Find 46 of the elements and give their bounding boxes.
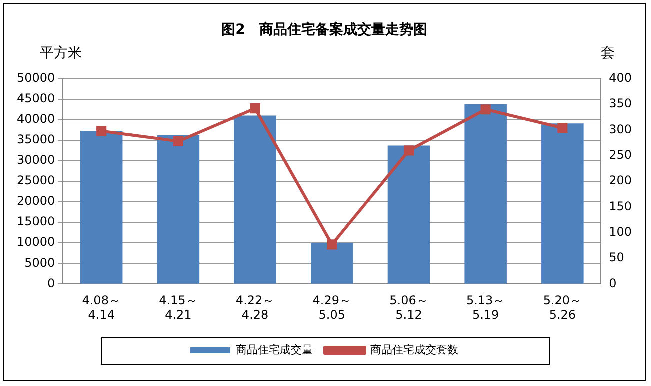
y2-tick-label: 0	[609, 276, 617, 290]
bar	[464, 104, 507, 284]
point	[250, 104, 260, 114]
point	[96, 126, 107, 136]
y-tick-label: 20000	[16, 194, 56, 208]
y2-tick-label: 400	[609, 70, 632, 85]
bar	[234, 116, 276, 284]
y-tick-label: 45000	[16, 91, 56, 106]
y-tick-label: 5000	[24, 256, 56, 270]
x-tick-label: 5.06～ 5.12	[390, 294, 428, 322]
bar	[542, 124, 584, 284]
point	[480, 104, 491, 115]
y2-tick-label: 250	[609, 148, 632, 162]
x-tick-label: 4.29～ 5.05	[312, 294, 352, 322]
point	[558, 123, 568, 134]
y2-tick-label: 100	[609, 224, 632, 239]
point	[327, 240, 338, 250]
point	[404, 146, 414, 156]
y-tick-label: 25000	[16, 174, 56, 188]
legend-label: 商品住宅成交套数	[370, 343, 458, 356]
x-tick-label: 4.22～ 4.28	[236, 294, 275, 322]
y2-tick-label: 350	[609, 96, 632, 111]
y2-tick-label: 50	[609, 250, 624, 265]
y2-tick-label: 300	[609, 122, 632, 136]
y-tick-label: 35000	[16, 132, 56, 147]
y-tick-label: 15000	[16, 214, 56, 229]
y2-axis-title: 套	[601, 45, 615, 62]
y2-tick-label: 150	[609, 199, 632, 214]
y-tick-label: 50000	[16, 70, 56, 85]
x-tick-label: 4.15～ 4.21	[159, 294, 198, 322]
chart-title: 图2 商品住宅备案成交量走势图	[222, 21, 428, 38]
x-tick-label: 5.20～ 5.26	[543, 294, 582, 322]
bar	[311, 243, 354, 284]
bar	[157, 135, 200, 284]
y-tick-label: 40000	[16, 112, 56, 126]
x-tick-label: 5.13～ 5.19	[466, 294, 506, 322]
x-tick-label: 4.08～ 4.14	[82, 294, 121, 322]
y-tick-label: 0	[48, 276, 56, 290]
y-tick-label: 30000	[16, 153, 56, 168]
bar	[80, 130, 123, 284]
y-axis-title: 平方米	[40, 45, 82, 62]
legend-label: 商品住宅成交量	[236, 343, 313, 356]
bar	[388, 146, 430, 284]
point	[173, 136, 184, 146]
y-tick-label: 10000	[16, 235, 56, 250]
y2-tick-label: 200	[609, 174, 632, 188]
